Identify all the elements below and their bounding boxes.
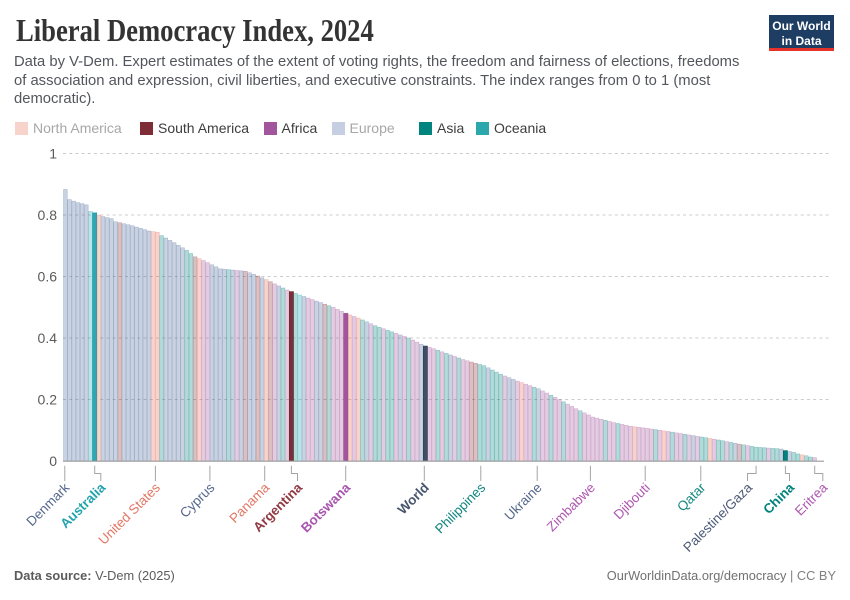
svg-text:0.2: 0.2 [38,392,58,408]
svg-text:Cyprus: Cyprus [177,480,218,521]
svg-text:Philippines: Philippines [432,480,489,537]
svg-text:World: World [395,480,432,517]
svg-text:Qatar: Qatar [674,480,709,515]
svg-text:China: China [760,480,797,517]
svg-text:Ukraine: Ukraine [502,480,545,523]
svg-text:Zimbabwe: Zimbabwe [544,480,598,534]
svg-text:0.8: 0.8 [38,207,58,223]
svg-text:Djibouti: Djibouti [611,480,653,522]
svg-text:0.6: 0.6 [38,269,58,285]
svg-text:Eritrea: Eritrea [792,480,831,519]
svg-text:0.4: 0.4 [38,330,58,346]
svg-text:0: 0 [49,453,57,469]
svg-text:1: 1 [49,146,57,162]
svg-text:Botswana: Botswana [298,480,354,536]
